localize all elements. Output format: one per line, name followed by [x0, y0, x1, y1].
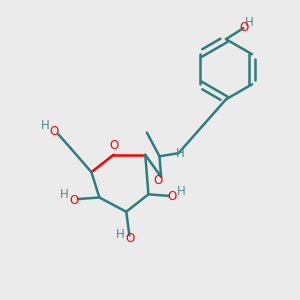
Text: O: O [49, 125, 58, 138]
Text: H: H [176, 147, 184, 160]
Text: O: O [125, 232, 135, 245]
Text: O: O [69, 194, 79, 206]
Text: H: H [116, 228, 125, 241]
Text: O: O [167, 190, 177, 203]
Text: O: O [153, 174, 163, 187]
Text: O: O [239, 21, 249, 34]
Text: H: H [244, 16, 253, 29]
Text: H: H [177, 185, 185, 198]
Text: O: O [110, 140, 119, 152]
Text: H: H [60, 188, 69, 201]
Text: H: H [40, 119, 49, 132]
